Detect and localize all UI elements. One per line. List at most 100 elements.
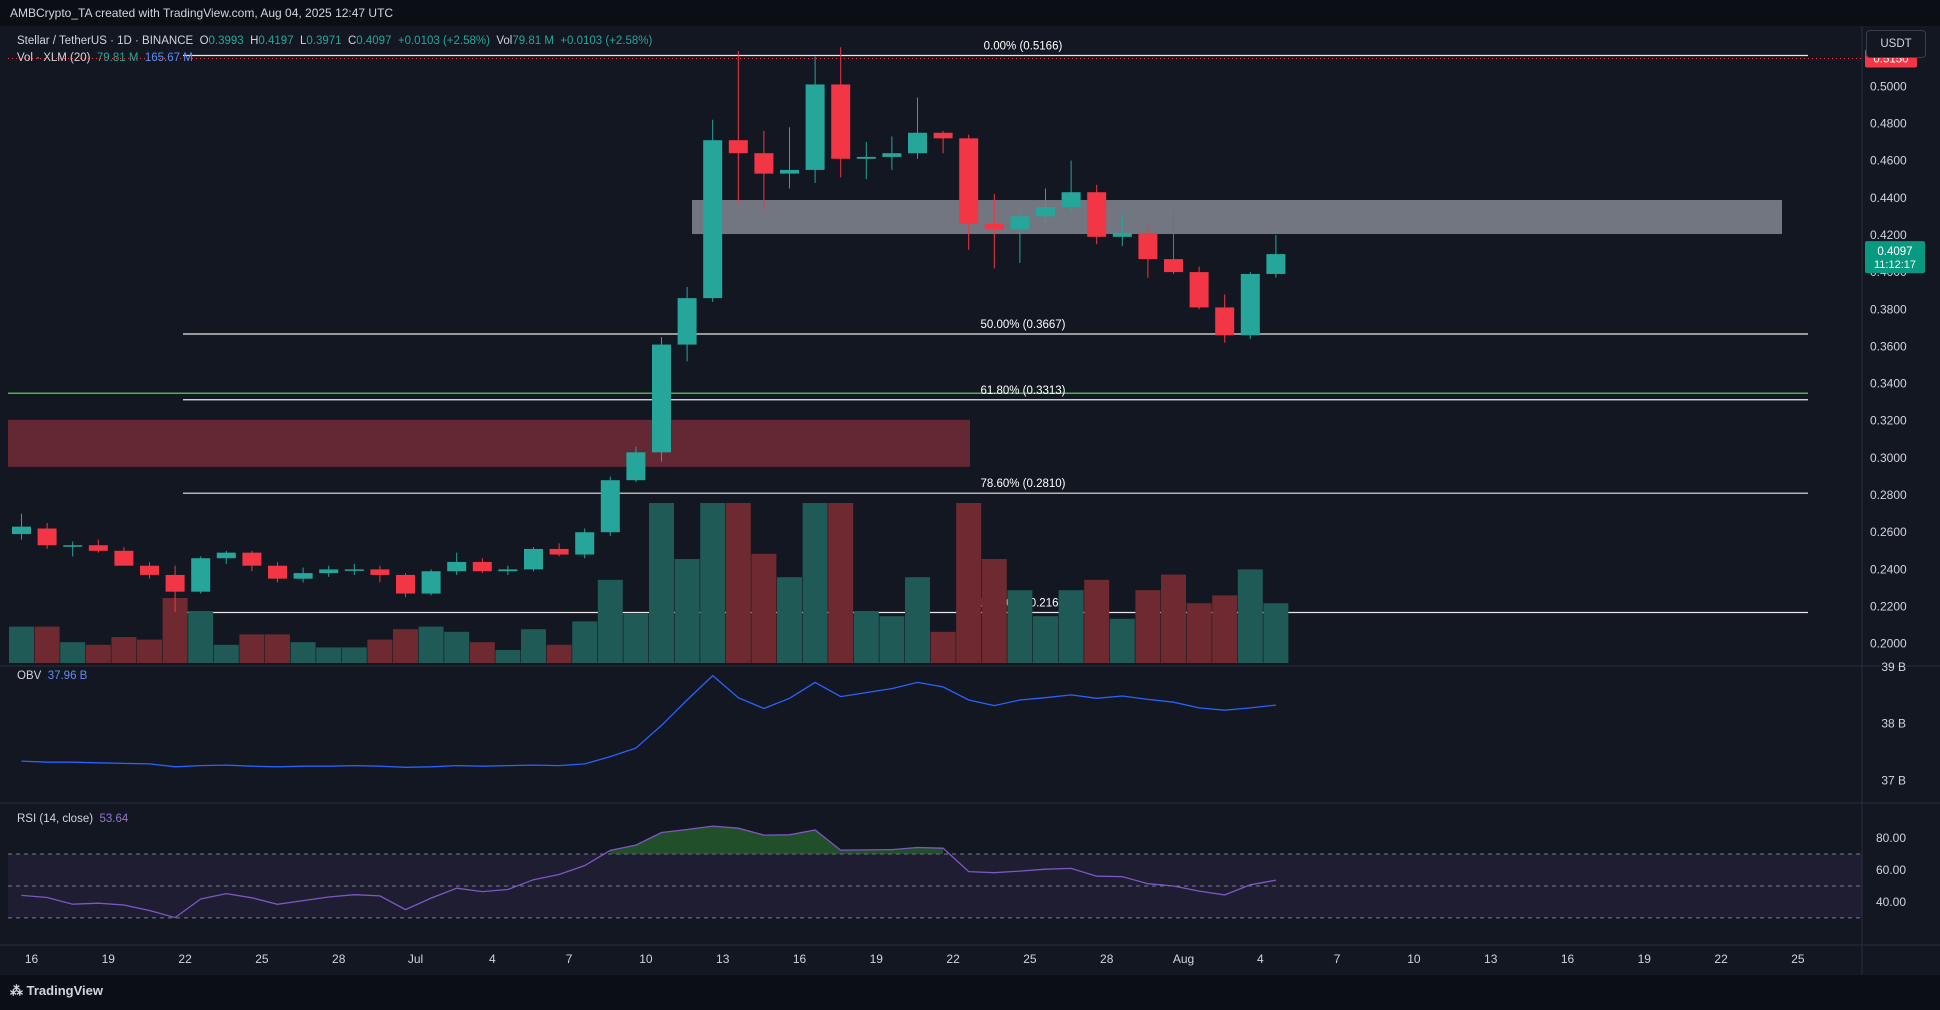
candle-body — [114, 550, 134, 566]
time-tick-label: 19 — [870, 952, 884, 966]
time-tick-label: 16 — [793, 952, 807, 966]
current-price-text: 0.4097 — [1877, 246, 1912, 258]
candle-body — [216, 552, 236, 559]
fib-level-label: 78.60% (0.2810) — [980, 478, 1065, 490]
fib-level-label: 0.00% (0.5166) — [984, 40, 1063, 52]
high-value: 0.4197 — [258, 35, 294, 47]
time-tick-label: 22 — [178, 952, 192, 966]
volume-ma-name[interactable]: Vol · XLM (20) — [17, 52, 91, 64]
volume-bar — [802, 503, 828, 663]
candle-body — [1112, 233, 1132, 237]
time-tick-label: 22 — [946, 952, 960, 966]
supply-zone — [692, 200, 1782, 235]
candle-body — [370, 569, 390, 575]
volume-bar — [1237, 569, 1263, 663]
volume-bar — [1263, 603, 1289, 663]
obv-tick-label: 37 B — [1881, 773, 1906, 787]
candle-body — [703, 140, 723, 299]
volume-bar — [137, 639, 162, 663]
candle-body — [88, 545, 108, 551]
volume-bar — [905, 577, 930, 663]
candle-body — [908, 132, 927, 154]
candle-body — [626, 452, 646, 481]
candle-body — [1215, 307, 1235, 336]
low-value: 0.3971 — [306, 35, 342, 47]
volume-bar — [930, 631, 956, 663]
currency-unit-button[interactable]: USDT — [1866, 30, 1926, 58]
time-tick-label: 16 — [1561, 952, 1575, 966]
volume-bar — [469, 642, 495, 663]
price-tick-label: 0.2000 — [1870, 637, 1907, 651]
candle-body — [1087, 192, 1107, 237]
symbol-name[interactable]: Stellar / TetherUS · 1D · BINANCE — [17, 35, 194, 47]
volume-bar — [981, 559, 1007, 663]
rsi-tick-label: 40.00 — [1876, 895, 1906, 909]
volume-bar — [546, 644, 572, 663]
volume-bar — [316, 647, 342, 663]
candle-body — [140, 565, 159, 575]
volume-bar — [853, 611, 879, 663]
time-tick-label: 22 — [1714, 952, 1728, 966]
volume-bar — [956, 503, 982, 663]
open-label: O — [199, 35, 209, 47]
volume-change: +0.0103 (+2.58%) — [560, 35, 653, 47]
tradingview-logo[interactable]: ⁂ TradingView — [10, 983, 103, 999]
time-tick-label: 7 — [566, 952, 573, 966]
volume-bar — [1161, 574, 1186, 663]
time-tick-label: 16 — [25, 952, 39, 966]
price-tick-label: 0.3600 — [1870, 339, 1907, 353]
volume-bar — [1186, 603, 1212, 663]
price-tick-label: 0.4600 — [1870, 154, 1907, 168]
candle-body — [959, 138, 979, 224]
change-value: +0.0103 (+2.58%) — [397, 35, 490, 47]
volume-bar — [85, 644, 111, 663]
volume-bar — [290, 642, 316, 663]
volume-bar — [1135, 590, 1161, 663]
tradingview-logo-text: TradingView — [26, 983, 103, 998]
time-tick-label: Aug — [1173, 952, 1194, 966]
candle-body — [37, 528, 57, 546]
time-tick-label: 25 — [1023, 952, 1037, 966]
rsi-name: RSI (14, close) — [17, 813, 94, 825]
candle-body — [396, 574, 415, 594]
candle-body — [447, 561, 467, 572]
low-label: L — [300, 35, 307, 47]
volume-bar — [418, 626, 444, 663]
open-value: 0.3993 — [208, 35, 244, 47]
obv-tick-label: 39 B — [1881, 660, 1906, 674]
candle-body — [242, 552, 262, 566]
time-tick-label: 13 — [716, 952, 730, 966]
price-tick-label: 0.5000 — [1870, 79, 1907, 93]
volume-bar — [777, 577, 802, 663]
volume-ma-b: 165.67 M — [144, 52, 193, 64]
obv-legend[interactable]: OBV 37.96 B — [17, 670, 87, 682]
attribution-text: AMBCrypto_TA created with TradingView.co… — [10, 6, 394, 20]
volume-bar — [393, 629, 418, 663]
time-tick-label: 28 — [332, 952, 346, 966]
candle-body — [293, 573, 313, 579]
candle-body — [1010, 216, 1030, 230]
volume-bar — [265, 634, 290, 663]
price-tick-label: 0.2600 — [1870, 525, 1907, 539]
time-tick-label: 4 — [1257, 952, 1264, 966]
candle-body — [754, 153, 774, 174]
time-tick-label: 25 — [255, 952, 269, 966]
volume-bar — [572, 621, 598, 663]
candle-body — [600, 480, 620, 533]
demand-zone — [8, 419, 970, 467]
volume-bar — [623, 613, 649, 663]
volume-bar — [444, 631, 470, 663]
close-value: 0.4097 — [356, 35, 392, 47]
price-tick-label: 0.4400 — [1870, 191, 1907, 205]
candle-body — [1061, 192, 1081, 208]
price-tick-label: 0.3000 — [1870, 451, 1907, 465]
rsi-overbought-fill — [610, 826, 944, 855]
price-tick-label: 0.3200 — [1870, 414, 1907, 428]
rsi-legend[interactable]: RSI (14, close) 53.64 — [17, 813, 128, 825]
price-tick-label: 0.3400 — [1870, 377, 1907, 391]
price-tick-label: 0.4200 — [1870, 228, 1907, 242]
candle-body — [472, 561, 492, 572]
time-tick-label: 10 — [639, 952, 653, 966]
candle-body — [831, 84, 851, 159]
